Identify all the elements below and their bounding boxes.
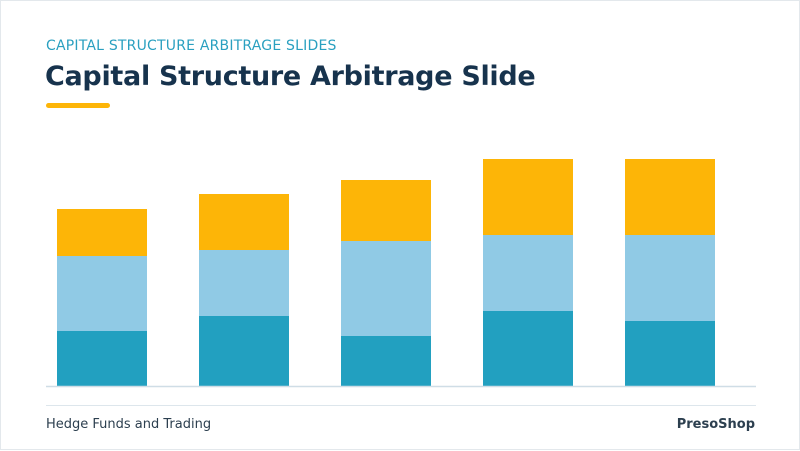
bar-3-segment-3 (341, 180, 431, 241)
bar-1-segment-2 (57, 256, 147, 331)
bar-1-segment-1 (57, 331, 147, 386)
brand-logo-text: PresoShop (676, 417, 755, 432)
footer-category: Hedge Funds and Trading (46, 417, 212, 432)
bar-3-segment-2 (341, 241, 431, 336)
bar-5-segment-2 (625, 235, 715, 321)
slide-title: Capital Structure Arbitrage Slide (45, 61, 536, 92)
bar-4-segment-2 (483, 235, 573, 311)
footer-divider (46, 405, 756, 406)
bar-2-segment-2 (199, 250, 289, 316)
bar-4-segment-3 (483, 159, 573, 235)
slide-subtitle: CAPITAL STRUCTURE ARBITRAGE SLIDES (46, 38, 337, 54)
bar-5-segment-1 (625, 321, 715, 386)
title-underline (46, 103, 110, 108)
bar-2-segment-3 (199, 194, 289, 250)
bar-3-segment-1 (341, 336, 431, 386)
bar-1-segment-3 (57, 209, 147, 256)
bar-4-segment-1 (483, 311, 573, 386)
bar-5-segment-3 (625, 159, 715, 235)
bar-2-segment-1 (199, 316, 289, 386)
